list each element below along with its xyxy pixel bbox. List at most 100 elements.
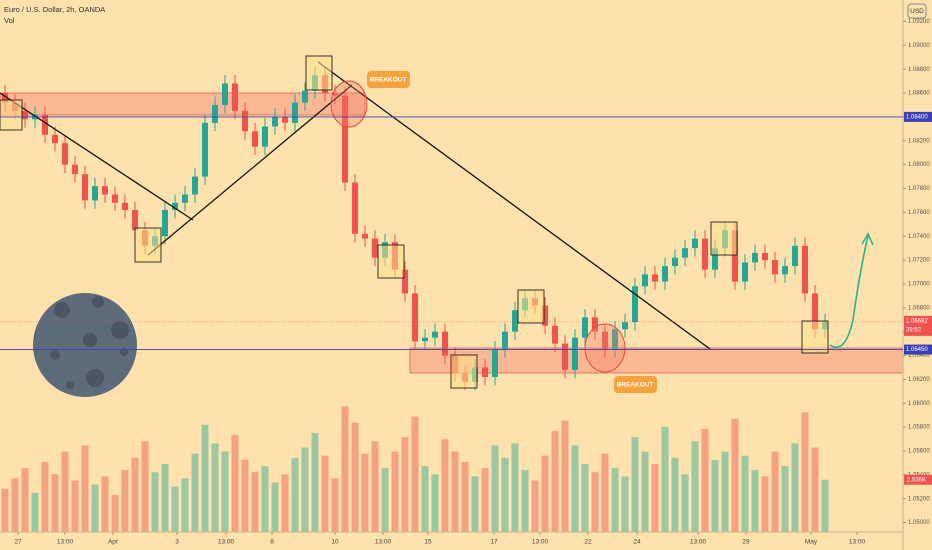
volume-bar <box>541 455 549 532</box>
crater <box>111 321 129 339</box>
candle-body <box>662 266 668 282</box>
candle-body <box>782 266 788 275</box>
highlight-box <box>0 99 23 131</box>
y-tick-label: 1.06800 <box>908 305 930 311</box>
last-volume-label: 2.536K <box>907 477 926 483</box>
candle-body <box>182 194 188 203</box>
candle-body <box>82 174 88 201</box>
x-tick-label: 13:00 <box>375 539 392 546</box>
candle-body <box>372 238 378 258</box>
volume-bar <box>751 470 759 532</box>
volume-bar <box>411 416 419 532</box>
candle-body <box>332 93 338 96</box>
candle-body <box>282 116 288 123</box>
volume-bar <box>491 445 499 532</box>
candle-body <box>72 164 78 175</box>
volume-bar <box>381 468 389 532</box>
y-tick-label: 1.07600 <box>908 210 930 216</box>
candle-body <box>682 248 688 258</box>
level-label: 1.06450 <box>906 347 928 353</box>
y-tick-label: 1.09200 <box>908 19 930 25</box>
volume-bar <box>271 482 279 532</box>
candle-body <box>22 110 28 120</box>
volume-bar <box>141 441 149 532</box>
resistance-zone <box>0 92 366 116</box>
candle-body <box>702 238 708 270</box>
volume-bar <box>401 437 409 532</box>
candle-body <box>732 230 738 282</box>
x-tick-label: Apr <box>108 539 119 546</box>
volume-bar <box>581 463 589 532</box>
candle-body <box>362 233 368 239</box>
trend-line <box>0 92 194 221</box>
candle-body <box>542 305 548 326</box>
candle-body <box>62 143 68 165</box>
volume-bar <box>71 480 79 532</box>
volume-bar <box>571 445 579 532</box>
volume-bar <box>171 486 179 532</box>
annotation-text: BREAKOUT <box>370 77 407 84</box>
candle-body <box>632 286 638 323</box>
x-tick-label: 15 <box>424 539 432 546</box>
volume-bar <box>801 412 809 532</box>
volume-bar <box>681 474 689 532</box>
volume-bar <box>311 433 319 532</box>
y-tick-label: 1.07000 <box>908 282 930 288</box>
x-tick-label: 22 <box>584 539 592 546</box>
candle-body <box>812 293 818 330</box>
volume-bar <box>741 455 749 532</box>
y-tick-label: 1.05800 <box>908 425 930 431</box>
volume-bar <box>551 430 559 532</box>
volume-bar <box>471 476 479 532</box>
volume-bar <box>721 451 729 532</box>
volume-bar <box>161 463 169 532</box>
candle-body <box>552 325 558 344</box>
candle-body <box>242 110 248 132</box>
volume-bar <box>691 441 699 532</box>
countdown: 39:52 <box>906 327 922 333</box>
candle-body <box>692 238 698 249</box>
crater <box>54 302 70 318</box>
y-tick-label: 1.08000 <box>908 162 930 168</box>
candle-body <box>482 367 488 378</box>
volume-bar <box>101 476 109 532</box>
volume-bar <box>421 466 429 532</box>
volume-bar <box>321 455 329 532</box>
volume-bar <box>111 494 119 532</box>
volume-bar <box>361 453 369 532</box>
volume-bar <box>711 459 719 532</box>
x-tick-label: 24 <box>633 539 641 546</box>
volume-bar <box>291 457 299 532</box>
volume-bar <box>671 457 679 532</box>
volume-bar <box>511 443 519 532</box>
highlight-box <box>517 289 545 324</box>
volume-bar <box>701 428 709 532</box>
candle-body <box>642 274 648 287</box>
candle-body <box>102 186 108 195</box>
moon-disc <box>33 293 137 397</box>
volume-bar <box>601 453 609 532</box>
volume-bar <box>501 457 509 532</box>
volume-bar <box>781 466 789 532</box>
currency: USD <box>910 8 924 15</box>
volume-bar <box>11 478 19 532</box>
candle-body <box>762 252 768 261</box>
chart-title: Euro / U.S. Dollar, 2h, OANDA <box>4 5 105 14</box>
y-tick-label: 1.07200 <box>908 258 930 264</box>
price-axis <box>903 0 932 550</box>
breakout-circle <box>330 80 368 128</box>
y-tick-label: 1.09000 <box>908 43 930 49</box>
volume-bar <box>51 474 59 532</box>
volume-bar <box>231 435 239 532</box>
volume-legend: Vol <box>4 16 15 25</box>
volume-bar <box>521 470 529 532</box>
trend-line <box>147 84 353 256</box>
y-tick-label: 1.08800 <box>908 67 930 73</box>
highlight-box <box>134 227 162 263</box>
y-tick-label: 1.05600 <box>908 449 930 455</box>
volume-bar <box>641 451 649 532</box>
x-tick-label: 27 <box>14 539 22 546</box>
volume-bar <box>241 459 249 532</box>
